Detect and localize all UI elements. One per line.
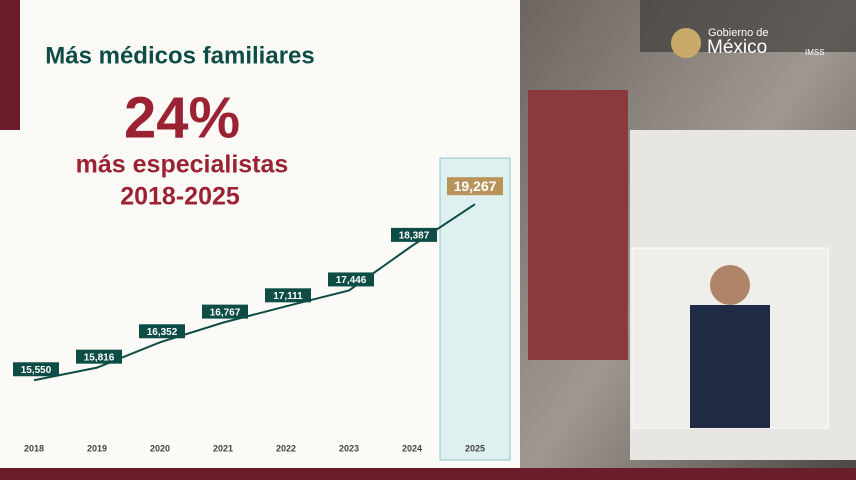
value-label: 15,816 [84, 352, 115, 363]
logo-agency: IMSS [805, 48, 825, 57]
value-label: 16,352 [147, 327, 178, 338]
accent-bar [0, 0, 20, 130]
headline: 24% [124, 85, 240, 150]
value-label: 16,767 [210, 307, 241, 318]
value-label-box [202, 304, 248, 319]
x-tick-label: 2019 [87, 443, 107, 453]
value-label-box [328, 272, 374, 287]
value-label: 17,111 [273, 291, 303, 302]
value-label-box [447, 177, 503, 196]
x-tick-label: 2022 [276, 443, 296, 453]
chart-title: Más médicos familiares [45, 42, 314, 69]
period: 2018-2025 [120, 183, 240, 211]
x-tick-label: 2025 [465, 443, 485, 453]
value-label: 19,267 [454, 178, 497, 194]
logo-line2: México [707, 37, 767, 58]
logo-line1: Gobierno de [708, 27, 769, 39]
interpreter-figure [690, 305, 770, 428]
x-tick-label: 2020 [150, 443, 170, 453]
value-label-box [139, 324, 185, 339]
logo-emblem [671, 28, 701, 58]
highlight-column [439, 157, 511, 461]
subtitle: más especialistas [76, 151, 289, 179]
x-tick-label: 2024 [402, 443, 422, 453]
value-label-box [391, 227, 437, 242]
photo-shirt [528, 90, 628, 360]
value-label: 15,550 [21, 365, 52, 376]
bottom-bar [0, 468, 856, 480]
interpreter-head [710, 265, 750, 305]
x-tick-label: 2018 [24, 443, 44, 453]
value-label-box [13, 362, 59, 377]
value-label-box [265, 288, 311, 303]
value-label: 18,387 [399, 231, 430, 242]
x-tick-label: 2021 [213, 443, 233, 453]
x-tick-label: 2023 [339, 443, 359, 453]
value-label-box [76, 349, 122, 364]
value-label: 17,446 [336, 275, 367, 286]
